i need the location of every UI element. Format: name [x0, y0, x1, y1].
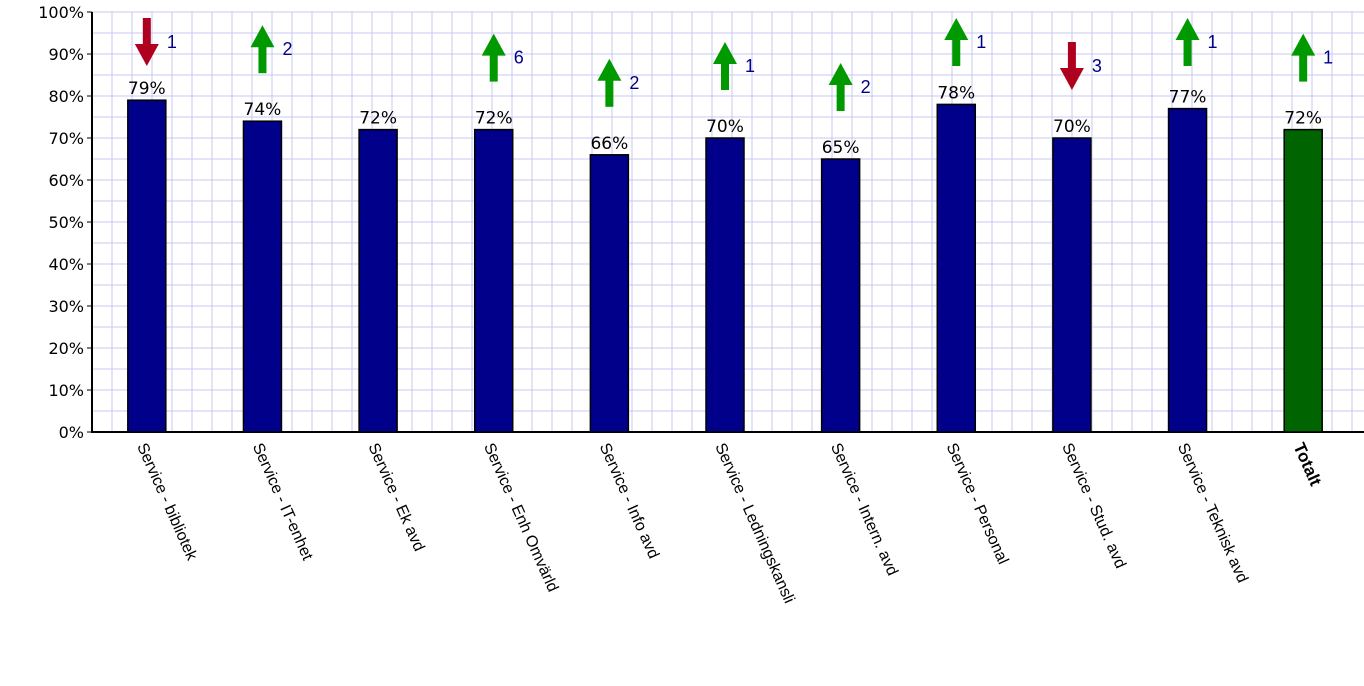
- bar: [1052, 137, 1092, 433]
- trend-value: 1: [745, 56, 755, 76]
- category-label: Service - Ledningskansli: [711, 441, 797, 606]
- trend-value: 1: [1208, 32, 1218, 52]
- category-label: Service - Stud. avd: [1058, 441, 1129, 571]
- y-tick-label: 100%: [38, 3, 84, 22]
- bar: [473, 128, 514, 433]
- bar: [705, 137, 745, 433]
- category-label: Service - Personal: [943, 441, 1012, 567]
- value-label: 72%: [359, 109, 397, 129]
- bar: [1167, 107, 1208, 433]
- y-axis-ticks: 0% 10% 20% 30% 40% 50% 60% 70% 80% 90% 100%: [38, 3, 92, 442]
- arrow-up-icon: [1291, 33, 1316, 82]
- y-tick-label: 90%: [48, 45, 84, 64]
- value-labels: 79% 74% 72% 72% 66% 70% 65% 78% 70% 77% 72%: [128, 79, 1322, 158]
- value-label: 70%: [1053, 117, 1091, 137]
- arrow-up-icon: [1175, 18, 1200, 66]
- bar: [127, 99, 167, 433]
- category-label: Service - Intern. avd: [827, 441, 901, 579]
- trend-value: 2: [629, 73, 639, 93]
- category-label: Service - bibliotek: [133, 441, 200, 564]
- category-label: Service - Teknisk avd: [1174, 441, 1251, 586]
- value-label: 65%: [822, 138, 860, 158]
- bars: [127, 99, 1323, 433]
- category-label: Totalt: [1290, 440, 1326, 489]
- arrow-down-icon: [134, 18, 159, 66]
- arrow-up-icon: [713, 42, 737, 90]
- value-label: 70%: [706, 117, 744, 137]
- y-tick-label: 70%: [48, 129, 84, 148]
- category-label: Service - Info avd: [596, 441, 662, 562]
- category-label: Service - IT-enhet: [249, 441, 316, 564]
- value-label: 66%: [590, 134, 628, 154]
- trend-value: 1: [167, 32, 177, 52]
- category-label: Service - Enh Omvärld: [480, 441, 561, 595]
- y-tick-label: 20%: [48, 339, 84, 358]
- trend-value: 6: [514, 48, 524, 68]
- trend-value: 2: [861, 77, 871, 97]
- arrow-up-icon: [597, 58, 622, 107]
- arrow-up-icon: [944, 18, 969, 66]
- y-tick-label: 50%: [48, 213, 84, 232]
- bar: [242, 120, 283, 433]
- trend-value: 3: [1092, 56, 1102, 76]
- bar: [820, 158, 861, 433]
- y-tick-label: 40%: [48, 255, 84, 274]
- arrow-up-icon: [481, 33, 506, 82]
- bar: [936, 103, 977, 433]
- trend-value: 1: [1323, 48, 1333, 68]
- trend-value: 2: [282, 39, 292, 59]
- y-tick-label: 80%: [48, 87, 84, 106]
- bar: [589, 154, 630, 433]
- trend-indicators: 1 2 6 2 1 2 1 3 1 1: [134, 18, 1333, 111]
- arrow-down-icon: [1059, 42, 1084, 90]
- value-label: 77%: [1169, 88, 1207, 108]
- value-label: 78%: [937, 83, 975, 103]
- value-label: 79%: [128, 79, 166, 99]
- value-label: 72%: [475, 109, 513, 129]
- arrow-up-icon: [828, 63, 853, 111]
- y-tick-label: 60%: [48, 171, 84, 190]
- y-tick-label: 30%: [48, 297, 84, 316]
- category-labels: Service - bibliotek Service - IT-enhet Ser…: [133, 440, 1325, 606]
- value-label: 72%: [1284, 109, 1322, 129]
- arrow-up-icon: [250, 25, 275, 74]
- bar: [1283, 128, 1323, 433]
- trend-value: 1: [976, 32, 986, 52]
- y-tick-label: 0%: [59, 423, 84, 442]
- category-label: Service - Ek avd: [364, 441, 427, 554]
- y-tick-label: 10%: [48, 381, 84, 400]
- bar: [358, 128, 398, 433]
- value-label: 74%: [244, 100, 282, 120]
